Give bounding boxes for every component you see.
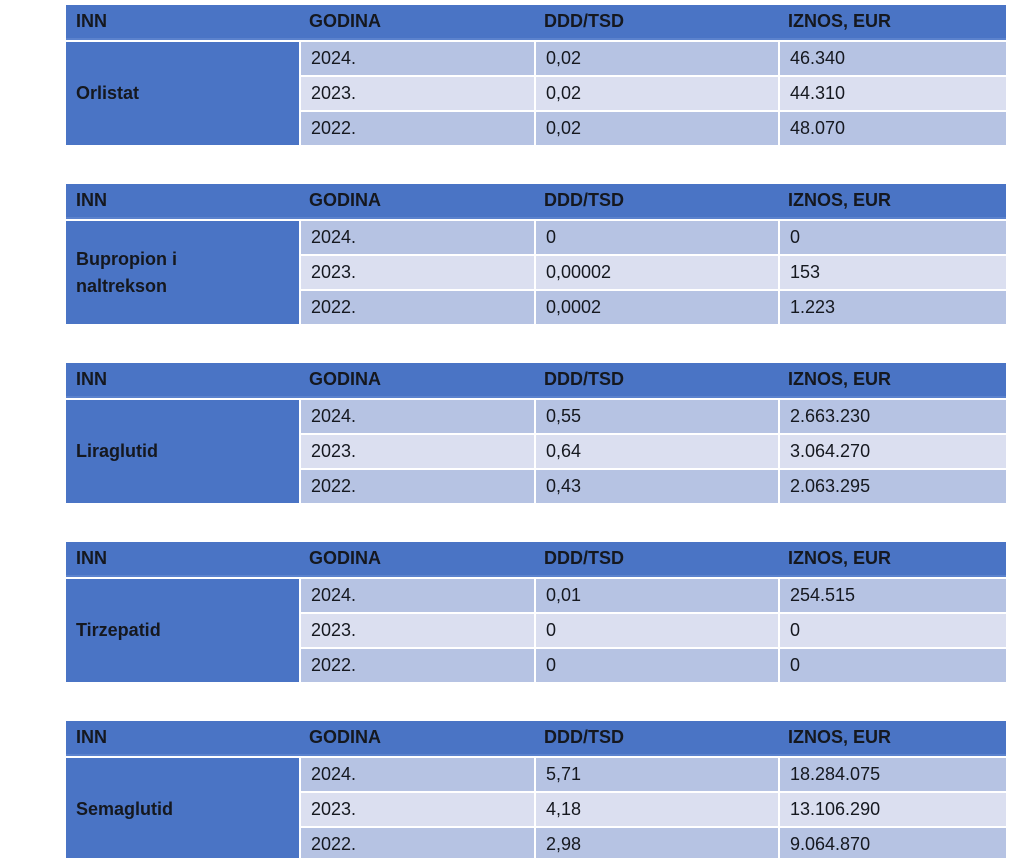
ddd-tsd-cell: 0: [534, 221, 778, 254]
table-header-row: INN GODINA DDD/TSD IZNOS, EUR: [66, 5, 1006, 40]
drug-name: Bupropion i naltrekson: [76, 249, 177, 296]
iznos-eur-cell: 254.515: [778, 579, 1006, 612]
column-header-ddd-tsd: DDD/TSD: [544, 548, 624, 568]
ddd-tsd-cell: 4,18: [534, 793, 778, 826]
ddd-tsd-cell: 2,98: [534, 828, 778, 858]
inn-cell: Bupropion i naltrekson: [66, 221, 299, 324]
drug-name: Semaglutid: [76, 799, 174, 820]
column-header-godina: GODINA: [309, 548, 381, 568]
ddd-tsd-cell: 0: [534, 649, 778, 682]
godina-cell: 2023.: [299, 77, 534, 110]
ddd-tsd-cell: 0,43: [534, 470, 778, 503]
inn-cell: Orlistat: [66, 42, 299, 145]
godina-cell: 2022.: [299, 828, 534, 858]
ddd-tsd-cell: 0,55: [534, 400, 778, 433]
inn-cell: Semaglutid: [66, 758, 299, 858]
ddd-tsd-cell: 0: [534, 614, 778, 647]
iznos-eur-cell: 2.063.295: [778, 470, 1006, 503]
column-header-ddd-tsd: DDD/TSD: [544, 369, 624, 389]
column-header-inn: INN: [76, 11, 107, 31]
drug-name: Orlistat: [76, 83, 140, 104]
column-header-godina: GODINA: [309, 11, 381, 31]
table-body: Bupropion i naltrekson 2024. 0 0 2023. 0…: [66, 221, 1006, 324]
ddd-tsd-cell: 0,02: [534, 77, 778, 110]
table-header-row: INN GODINA DDD/TSD IZNOS, EUR: [66, 542, 1006, 577]
drug-name: Liraglutid: [76, 441, 158, 462]
table-body: Semaglutid 2024. 5,71 18.284.075 2023. 4…: [66, 758, 1006, 858]
iznos-eur-cell: 0: [778, 649, 1006, 682]
godina-cell: 2023.: [299, 614, 534, 647]
iznos-eur-cell: 1.223: [778, 291, 1006, 324]
drug-table-semaglutid: INN GODINA DDD/TSD IZNOS, EUR Semaglutid…: [66, 721, 1006, 858]
table-header-row: INN GODINA DDD/TSD IZNOS, EUR: [66, 721, 1006, 756]
godina-cell: 2024.: [299, 400, 534, 433]
column-header-ddd-tsd: DDD/TSD: [544, 727, 624, 747]
godina-cell: 2022.: [299, 291, 534, 324]
iznos-eur-cell: 48.070: [778, 112, 1006, 145]
ddd-tsd-cell: 0,64: [534, 435, 778, 468]
column-header-inn: INN: [76, 548, 107, 568]
iznos-eur-cell: 3.064.270: [778, 435, 1006, 468]
table-body: Orlistat 2024. 0,02 46.340 2023. 0,02 44…: [66, 42, 1006, 145]
godina-cell: 2022.: [299, 112, 534, 145]
column-header-iznos-eur: IZNOS, EUR: [788, 190, 892, 210]
drug-table-tirzepatid: INN GODINA DDD/TSD IZNOS, EUR Tirzepatid…: [66, 542, 1006, 682]
iznos-eur-cell: 2.663.230: [778, 400, 1006, 433]
ddd-tsd-cell: 5,71: [534, 758, 778, 791]
iznos-eur-cell: 13.106.290: [778, 793, 1006, 826]
godina-cell: 2024.: [299, 758, 534, 791]
table-body: Tirzepatid 2024. 0,01 254.515 2023. 0 0 …: [66, 579, 1006, 682]
table-body: Liraglutid 2024. 0,55 2.663.230 2023. 0,…: [66, 400, 1006, 503]
drug-table-liraglutid: INN GODINA DDD/TSD IZNOS, EUR Liraglutid…: [66, 363, 1006, 503]
drug-table-orlistat: INN GODINA DDD/TSD IZNOS, EUR Orlistat 2…: [66, 5, 1006, 145]
column-header-inn: INN: [76, 727, 107, 747]
iznos-eur-cell: 0: [778, 221, 1006, 254]
ddd-tsd-cell: 0,02: [534, 42, 778, 75]
godina-cell: 2023.: [299, 435, 534, 468]
godina-cell: 2022.: [299, 470, 534, 503]
godina-cell: 2023.: [299, 256, 534, 289]
inn-cell: Liraglutid: [66, 400, 299, 503]
ddd-tsd-cell: 0,01: [534, 579, 778, 612]
godina-cell: 2024.: [299, 579, 534, 612]
ddd-tsd-cell: 0,00002: [534, 256, 778, 289]
column-header-godina: GODINA: [309, 727, 381, 747]
drug-table-bupropion-naltrekson: INN GODINA DDD/TSD IZNOS, EUR Bupropion …: [66, 184, 1006, 324]
column-header-ddd-tsd: DDD/TSD: [544, 190, 624, 210]
godina-cell: 2022.: [299, 649, 534, 682]
iznos-eur-cell: 44.310: [778, 77, 1006, 110]
column-header-iznos-eur: IZNOS, EUR: [788, 548, 892, 568]
ddd-tsd-cell: 0,02: [534, 112, 778, 145]
column-header-ddd-tsd: DDD/TSD: [544, 11, 624, 31]
column-header-inn: INN: [76, 369, 107, 389]
table-header-row: INN GODINA DDD/TSD IZNOS, EUR: [66, 363, 1006, 398]
iznos-eur-cell: 0: [778, 614, 1006, 647]
iznos-eur-cell: 153: [778, 256, 1006, 289]
godina-cell: 2024.: [299, 221, 534, 254]
column-header-iznos-eur: IZNOS, EUR: [788, 727, 892, 747]
table-header-row: INN GODINA DDD/TSD IZNOS, EUR: [66, 184, 1006, 219]
column-header-iznos-eur: IZNOS, EUR: [788, 11, 892, 31]
ddd-tsd-cell: 0,0002: [534, 291, 778, 324]
inn-cell: Tirzepatid: [66, 579, 299, 682]
column-header-inn: INN: [76, 190, 107, 210]
column-header-godina: GODINA: [309, 190, 381, 210]
godina-cell: 2024.: [299, 42, 534, 75]
iznos-eur-cell: 18.284.075: [778, 758, 1006, 791]
godina-cell: 2023.: [299, 793, 534, 826]
column-header-iznos-eur: IZNOS, EUR: [788, 369, 892, 389]
drug-name: Tirzepatid: [76, 620, 161, 641]
iznos-eur-cell: 46.340: [778, 42, 1006, 75]
iznos-eur-cell: 9.064.870: [778, 828, 1006, 858]
column-header-godina: GODINA: [309, 369, 381, 389]
